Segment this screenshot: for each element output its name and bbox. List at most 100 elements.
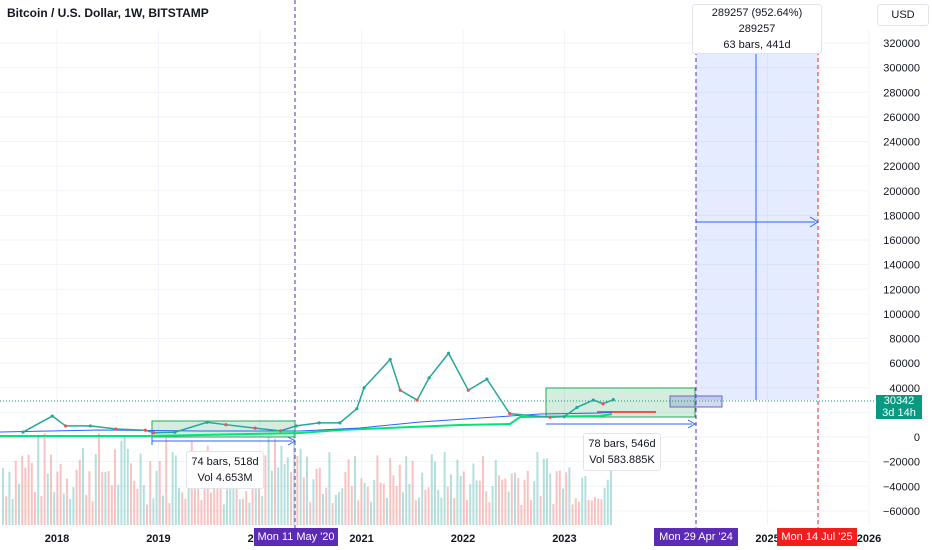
x-tick-label: 2018 [45, 533, 69, 545]
volume-bar [584, 475, 587, 525]
currency-button[interactable]: USD [877, 4, 929, 26]
volume-bar [210, 492, 212, 525]
price-point [224, 423, 228, 427]
volume-bar [360, 478, 363, 525]
price-point [278, 429, 283, 433]
volume-bar [450, 474, 452, 525]
volume-bar [344, 472, 347, 525]
volume-bar [98, 433, 100, 525]
volume-bar [446, 486, 449, 525]
price-point [88, 424, 92, 428]
price-point [173, 430, 177, 434]
volume-bar [30, 462, 33, 525]
volume-bar [152, 498, 155, 525]
volume-bar [443, 452, 446, 525]
price-line [22, 351, 614, 434]
volume-bar [440, 497, 443, 525]
volume-bar [267, 437, 270, 525]
volume-bar [117, 484, 120, 525]
volume-bar [568, 467, 571, 525]
range-label-1: 74 bars, 518d Vol 4.653M [186, 451, 264, 489]
volume-bar [136, 488, 139, 525]
price-point [152, 431, 156, 435]
price-point [508, 412, 512, 416]
volume-bar [498, 475, 500, 525]
volume-bar [478, 480, 481, 525]
volume-bar [203, 487, 206, 525]
price-point [415, 398, 419, 402]
price-point [355, 407, 359, 411]
volume-bar [472, 463, 475, 525]
volume-bar [571, 504, 574, 525]
y-tick-label: 280000 [883, 87, 920, 99]
price-point [575, 405, 579, 410]
volume-bar [421, 472, 424, 525]
price-point [294, 424, 298, 428]
x-tick-label: 2023 [552, 533, 576, 545]
volume-bar [293, 432, 296, 525]
volume-bar [578, 501, 580, 525]
drawing-overlays [0, 0, 876, 528]
volume-bar [418, 497, 420, 525]
y-tick-label: 0 [914, 432, 920, 444]
date-tag-may20: Mon 11 May '20 [254, 528, 338, 546]
volume-bar [107, 471, 110, 525]
volume-bar [59, 463, 62, 525]
price-point [601, 402, 605, 406]
volume-bar [34, 491, 36, 525]
volume-bar [395, 486, 398, 525]
volume-bar [424, 489, 427, 525]
volume-bar [485, 491, 488, 525]
y-tick-label: 240000 [883, 137, 920, 149]
price-point [466, 388, 470, 392]
volume-bar [514, 472, 516, 525]
volume-bar [46, 473, 49, 525]
volume-bar [414, 500, 417, 525]
volume-bar [88, 471, 91, 525]
volume-bar [306, 456, 308, 525]
volume-bar [110, 485, 113, 525]
volume-bar [581, 477, 584, 525]
volume-bar [376, 455, 379, 525]
volume-bar [536, 452, 539, 525]
volume-bar [101, 472, 104, 525]
volume-bar [27, 454, 30, 525]
price-point [317, 421, 321, 425]
volume-bar [552, 503, 555, 525]
volume-bar [283, 464, 286, 525]
x-tick-label: 2025 [755, 533, 779, 545]
y-tick-label: 60000 [889, 358, 920, 370]
y-tick-label: 160000 [883, 235, 920, 247]
volume-bar [62, 493, 65, 525]
volume-bar [178, 487, 180, 525]
volume-bar [338, 492, 340, 525]
volume-bar [574, 498, 577, 525]
price-point [446, 351, 451, 355]
volume-bar [549, 473, 552, 525]
volume-bar [181, 492, 184, 525]
range-label-2: 78 bars, 546d Vol 583.885K [583, 433, 661, 471]
price-point [205, 420, 209, 424]
volume-bar [222, 504, 225, 525]
volume-bar [72, 487, 75, 525]
volume-bar [296, 456, 299, 525]
volume-bar [430, 454, 433, 525]
volume-bar [459, 475, 462, 525]
volume-bar [290, 471, 292, 525]
price-point [64, 424, 68, 428]
price-point [114, 427, 118, 431]
volume-bar [50, 454, 52, 525]
volume-bar [328, 452, 331, 525]
volume-bar [14, 460, 17, 525]
volume-bar [126, 448, 129, 525]
volume-bar [370, 501, 372, 525]
volume-bar [456, 459, 459, 525]
y-tick-label: 180000 [883, 210, 920, 222]
volume-bar [562, 488, 564, 525]
y-tick-label: 200000 [883, 186, 920, 198]
chart-title: Bitcoin / U.S. Dollar, 1W, BITSTAMP [7, 6, 209, 20]
volume-bar [546, 458, 548, 525]
volume-bar [139, 453, 142, 525]
volume-bar [40, 495, 43, 525]
